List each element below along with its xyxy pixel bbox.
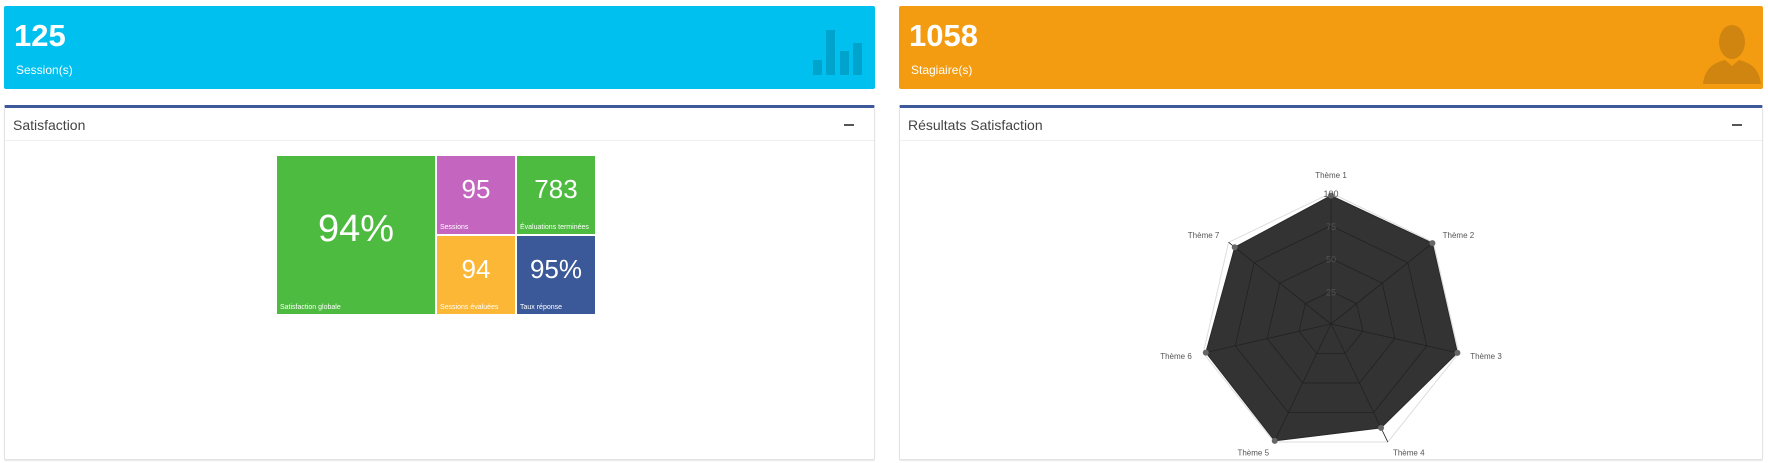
tile-taux-reponse: 95% Taux réponse	[517, 236, 595, 314]
collapse-button[interactable]	[1732, 124, 1742, 126]
bar-chart-icon	[813, 30, 862, 75]
panel-title: Résultats Satisfaction	[908, 117, 1043, 133]
tile-sessions: 95 Sessions	[437, 156, 515, 234]
trainees-count: 1058	[909, 18, 978, 53]
tile-satisfaction-globale: 94% Satisfaction globale	[277, 156, 435, 314]
panel-title: Satisfaction	[13, 117, 86, 133]
tile-evaluations: 783 Évaluations terminées	[517, 156, 595, 234]
sessions-label: Session(s)	[16, 63, 73, 77]
collapse-button[interactable]	[844, 124, 854, 126]
sessions-card: 125 Session(s)	[4, 6, 875, 89]
user-icon	[1703, 25, 1761, 84]
trainees-label: Stagiaire(s)	[911, 63, 973, 77]
trainees-card: 1058 Stagiaire(s)	[899, 6, 1763, 89]
satisfaction-panel: Satisfaction	[4, 105, 875, 460]
tile-sessions-evaluees: 94 Sessions évaluées	[437, 236, 515, 314]
results-panel: Résultats Satisfaction	[899, 105, 1763, 460]
sessions-count: 125	[14, 18, 66, 53]
